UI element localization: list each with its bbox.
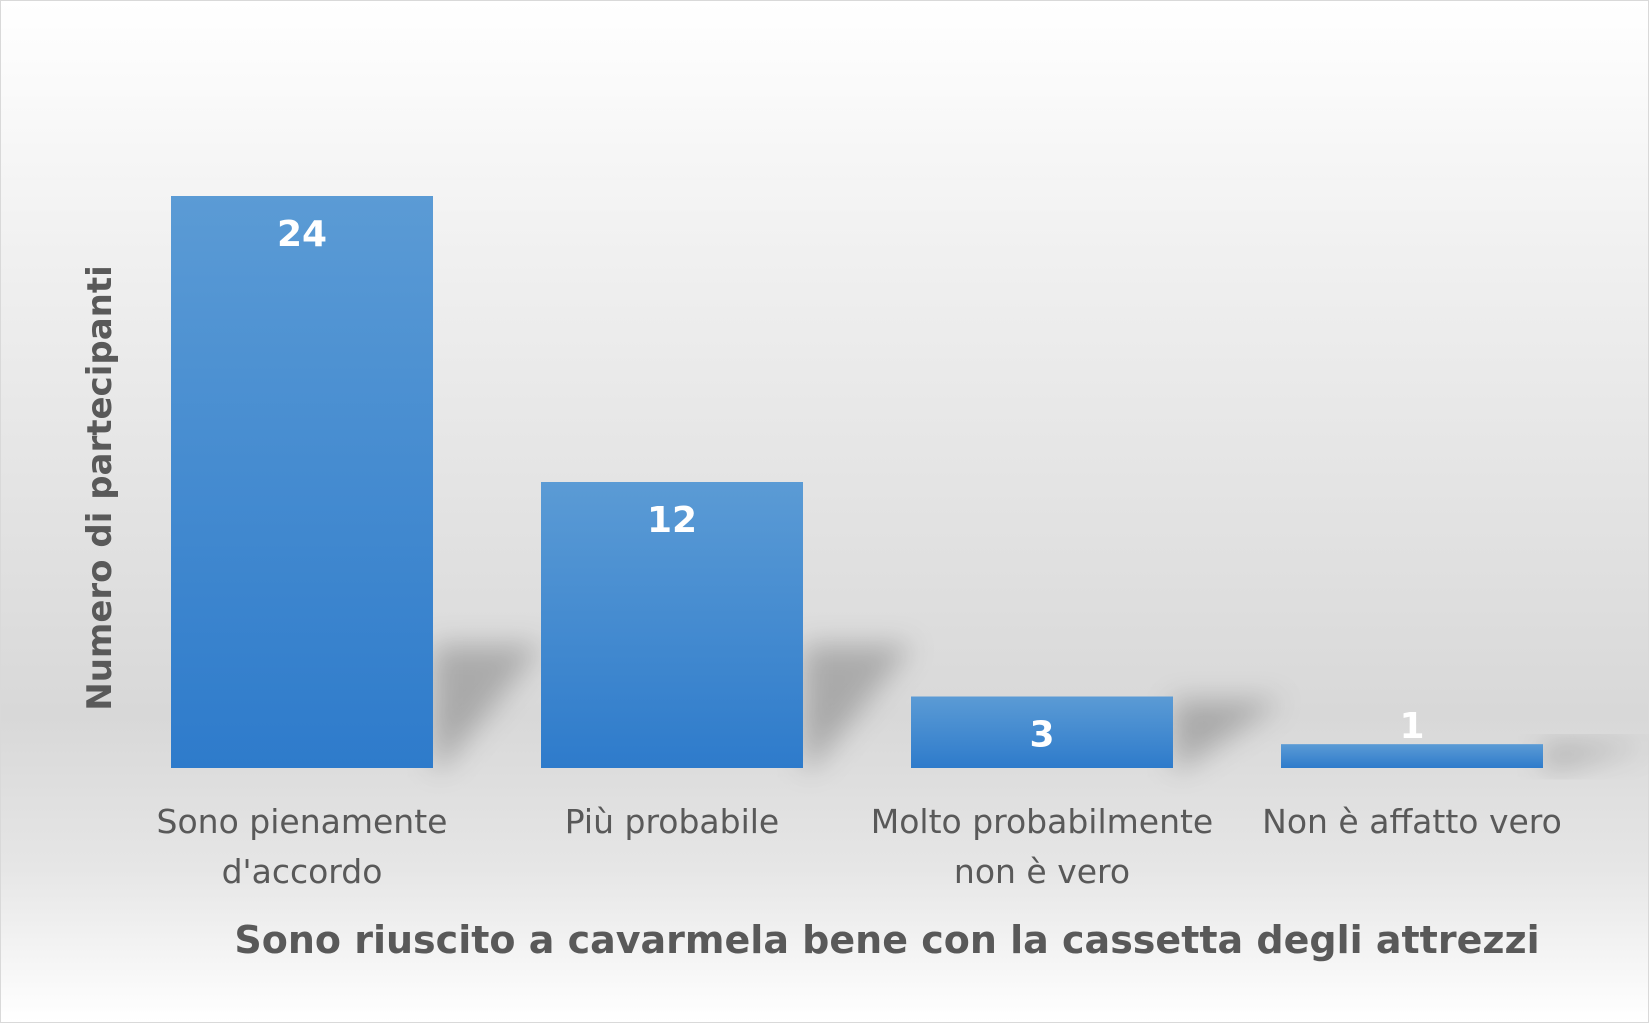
data-labels-group: 24 12 3 1 xyxy=(277,214,1425,756)
category-label-line: Non è affatto vero xyxy=(1262,802,1562,841)
bar xyxy=(1281,744,1543,768)
bar-shadow xyxy=(1173,700,1283,768)
category-label: Più probabile xyxy=(565,802,779,841)
bar xyxy=(541,482,803,768)
data-label: 3 xyxy=(1029,715,1054,756)
bar-shadow xyxy=(803,644,913,768)
data-label: 12 xyxy=(647,500,697,541)
category-label-line: Più probabile xyxy=(565,802,779,841)
bars-group xyxy=(171,196,1543,768)
data-label: 1 xyxy=(1399,706,1424,747)
category-label: Molto probabilmente non è vero xyxy=(871,802,1214,891)
category-label-line: Sono pienamente xyxy=(157,802,448,841)
category-label-line: d'accordo xyxy=(222,852,383,891)
bar-shadows xyxy=(433,644,1649,768)
bar-shadow xyxy=(433,644,543,768)
x-axis-title: Sono riuscito a cavarmela bene con la ca… xyxy=(234,918,1539,962)
bar xyxy=(171,196,433,768)
bar xyxy=(911,696,1173,768)
category-label-line: non è vero xyxy=(954,852,1130,891)
y-axis-title: Numero di partecipanti xyxy=(80,265,120,711)
bar-shadow xyxy=(1543,745,1649,768)
category-label: Sono pienamente d'accordo xyxy=(157,802,448,891)
category-labels-group: Sono pienamente d'accordo Più probabile Mol… xyxy=(157,802,1562,891)
category-label: Non è affatto vero xyxy=(1262,802,1562,841)
data-label: 24 xyxy=(277,214,327,255)
category-label-line: Molto probabilmente xyxy=(871,802,1214,841)
